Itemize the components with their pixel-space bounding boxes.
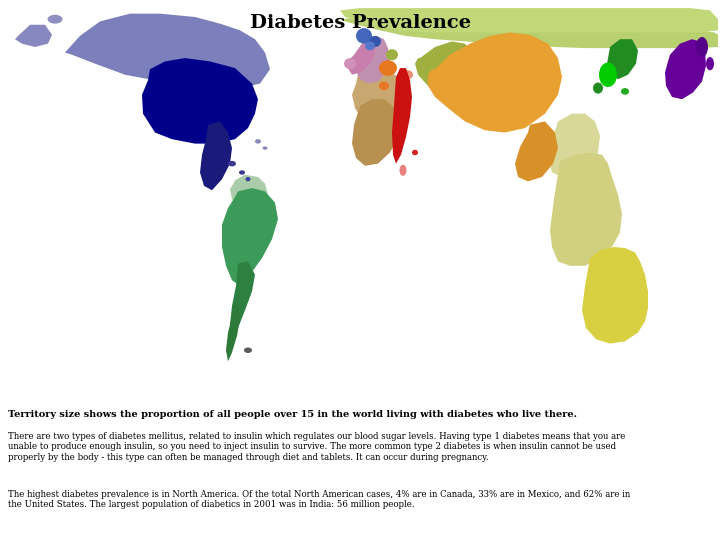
Text: There are two types of diabetes mellitus, related to insulin which regulates our: There are two types of diabetes mellitus… — [8, 432, 626, 462]
Polygon shape — [340, 8, 718, 32]
Ellipse shape — [239, 170, 245, 175]
Polygon shape — [428, 32, 562, 132]
Polygon shape — [348, 39, 375, 75]
Ellipse shape — [379, 60, 397, 76]
Ellipse shape — [369, 36, 381, 47]
Ellipse shape — [228, 161, 236, 166]
Polygon shape — [230, 261, 255, 339]
Ellipse shape — [412, 150, 418, 156]
Polygon shape — [226, 302, 240, 361]
Text: Diabetes Prevalence: Diabetes Prevalence — [250, 14, 470, 31]
Polygon shape — [665, 39, 706, 99]
Polygon shape — [550, 152, 622, 266]
Polygon shape — [230, 175, 268, 208]
Polygon shape — [200, 122, 232, 190]
Ellipse shape — [386, 49, 398, 60]
Polygon shape — [352, 99, 400, 166]
Ellipse shape — [400, 165, 407, 176]
Ellipse shape — [344, 58, 356, 69]
Ellipse shape — [255, 139, 261, 144]
Ellipse shape — [696, 37, 708, 57]
Polygon shape — [607, 39, 638, 79]
Polygon shape — [415, 42, 474, 90]
Polygon shape — [354, 36, 390, 84]
Polygon shape — [392, 68, 412, 164]
Polygon shape — [340, 17, 718, 48]
Ellipse shape — [246, 177, 251, 181]
Polygon shape — [352, 69, 408, 128]
Polygon shape — [65, 14, 270, 88]
Polygon shape — [222, 188, 278, 286]
Polygon shape — [548, 113, 600, 177]
Ellipse shape — [263, 146, 268, 150]
Text: The highest diabetes prevalence is in North America. Of the total North American: The highest diabetes prevalence is in No… — [8, 490, 630, 509]
Polygon shape — [15, 25, 52, 47]
Ellipse shape — [706, 57, 714, 70]
Ellipse shape — [356, 28, 372, 44]
Text: Territory size shows the proportion of all people over 15 in the world living wi: Territory size shows the proportion of a… — [8, 410, 577, 419]
Ellipse shape — [48, 15, 63, 24]
Polygon shape — [515, 122, 558, 181]
Ellipse shape — [593, 83, 603, 93]
Polygon shape — [582, 247, 648, 343]
Polygon shape — [142, 58, 258, 144]
Ellipse shape — [244, 347, 252, 353]
Ellipse shape — [365, 42, 375, 50]
Ellipse shape — [403, 70, 413, 79]
Ellipse shape — [621, 88, 629, 94]
Ellipse shape — [599, 63, 617, 87]
Ellipse shape — [379, 82, 389, 90]
